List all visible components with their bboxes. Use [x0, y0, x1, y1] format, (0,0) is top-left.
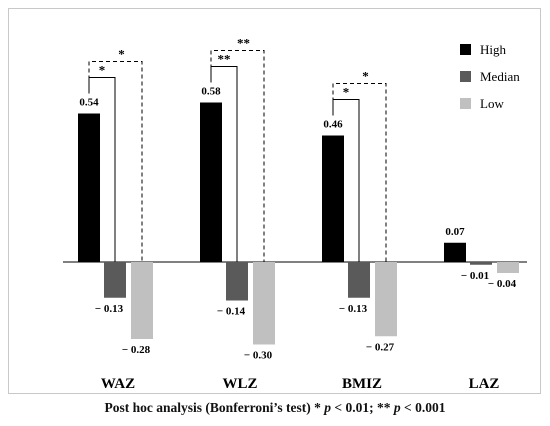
caption-suffix: < 0.001	[400, 400, 446, 415]
value-label-bmiz-low: − 0.27	[366, 341, 395, 353]
caption-prefix: Post hoc analysis (Bonferroni’s test) *	[104, 400, 325, 415]
bar-wlz-low	[253, 262, 275, 345]
category-label-waz: WAZ	[101, 376, 135, 392]
significance-label-waz-high-low: *	[118, 47, 125, 62]
chart-frame	[8, 8, 541, 394]
significance-label-bmiz-high-low: *	[362, 69, 369, 84]
category-label-wlz: WLZ	[222, 376, 257, 392]
bar-laz-high	[444, 242, 466, 262]
value-label-bmiz-median: − 0.13	[339, 303, 368, 315]
significance-label-waz-high-median: *	[99, 63, 106, 78]
category-label-laz: LAZ	[469, 376, 500, 392]
bar-bmiz-high	[322, 135, 344, 262]
legend-label-median: Median	[480, 69, 520, 84]
bar-wlz-high	[200, 102, 222, 262]
bar-waz-high	[78, 113, 100, 262]
significance-bracket-wlz-high-low	[210, 50, 265, 262]
value-label-bmiz-high: 0.46	[323, 119, 343, 131]
significance-label-bmiz-high-median: *	[343, 85, 350, 100]
legend-swatch-median	[460, 71, 471, 82]
bar-bmiz-low	[375, 262, 397, 337]
significance-label-wlz-high-median: **	[218, 52, 231, 67]
significance-bracket-waz-high-low	[88, 61, 143, 262]
bar-chart: 0.54 − 0.13 − 0.28 WAZ 0.58 − 0.14 − 0.30 WLZ 0.…	[63, 36, 527, 392]
value-label-wlz-low: − 0.30	[244, 350, 273, 362]
bar-waz-median	[104, 262, 126, 298]
bar-wlz-median	[226, 262, 248, 301]
value-label-wlz-median: − 0.14	[217, 306, 246, 318]
significance-bracket-bmiz-high-low	[332, 83, 387, 262]
legend-swatch-low	[460, 98, 471, 109]
chart-caption: Post hoc analysis (Bonferroni’s test) * …	[0, 400, 550, 416]
legend-swatch-high	[460, 44, 471, 55]
category-label-bmiz: BMIZ	[342, 376, 382, 392]
legend-label-low: Low	[480, 96, 504, 111]
value-label-waz-low: − 0.28	[122, 344, 151, 356]
bar-waz-low	[131, 262, 153, 339]
value-label-waz-high: 0.54	[79, 97, 99, 109]
bar-laz-low	[497, 262, 519, 273]
value-label-laz-low: − 0.04	[488, 278, 517, 290]
bar-laz-median	[470, 262, 492, 265]
caption-p-symbol-1: p	[324, 400, 332, 415]
value-label-wlz-high: 0.58	[201, 86, 221, 98]
legend-label-high: High	[480, 42, 507, 57]
value-label-laz-high: 0.07	[445, 226, 465, 238]
caption-mid: < 0.01; **	[331, 400, 394, 415]
caption-p-symbol-2: p	[393, 400, 401, 415]
significance-label-wlz-high-low: **	[237, 36, 250, 51]
legend: High Median Low	[460, 42, 520, 111]
value-label-waz-median: − 0.13	[95, 303, 124, 315]
value-label-laz-median: − 0.01	[461, 270, 489, 282]
bar-bmiz-median	[348, 262, 370, 298]
